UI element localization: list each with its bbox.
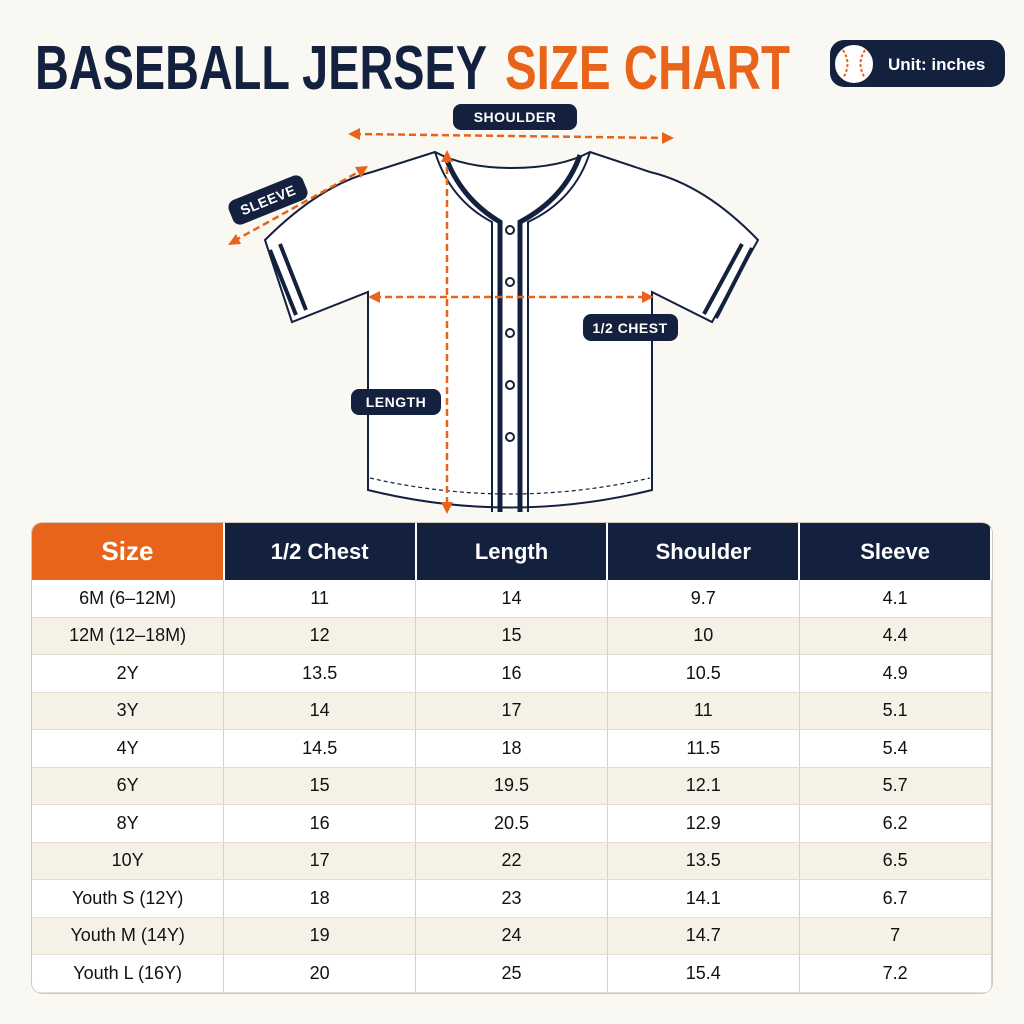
value-cell: 15.4	[607, 954, 800, 993]
value-cell: 5.1	[799, 692, 992, 730]
column-header: Sleeve	[799, 523, 992, 580]
length-pill	[351, 389, 441, 415]
column-header: Size	[32, 523, 225, 580]
table-row: 6Y 15 19.5 12.1 5.7	[32, 767, 992, 805]
title-main: BASEBALL JERSEY	[35, 34, 487, 103]
size-cell: 3Y	[32, 692, 225, 730]
value-cell: 15	[415, 617, 608, 655]
size-cell: Youth M (14Y)	[32, 917, 225, 955]
value-cell: 16	[223, 804, 417, 843]
arrow-heads	[228, 128, 674, 514]
value-cell: 17	[223, 842, 417, 880]
value-cell: 7	[799, 917, 992, 955]
value-cell: 6.2	[799, 804, 992, 843]
size-cell: 4Y	[32, 729, 225, 768]
value-cell: 20	[223, 954, 417, 993]
value-cell: 19	[223, 917, 417, 955]
jersey	[263, 150, 760, 512]
size-table: Size 1/2 Chest Length Shoulder Sleeve 6M (6–…	[32, 523, 992, 993]
header-and-diagram: BASEBALL JERSEY SIZE CHART Unit: inches …	[35, 34, 1005, 514]
value-cell: 12.1	[607, 767, 800, 805]
value-cell: 24	[415, 917, 608, 955]
chest-label: 1/2 CHEST	[592, 320, 667, 336]
value-cell: 4.9	[799, 654, 992, 693]
unit-label: Unit: inches	[888, 55, 985, 74]
column-header: Length	[415, 523, 609, 580]
column-header: 1/2 Chest	[223, 523, 417, 580]
value-cell: 25	[415, 954, 608, 993]
shoulder-label: SHOULDER	[474, 109, 557, 125]
sleeve-pill	[228, 175, 308, 225]
value-cell: 20.5	[415, 804, 608, 843]
table-row: 12M (12–18M) 12 15 10 4.4	[32, 617, 992, 655]
value-cell: 11	[223, 580, 417, 618]
unit-badge	[830, 40, 1005, 87]
value-cell: 5.7	[799, 767, 992, 805]
value-cell: 23	[415, 879, 608, 918]
value-cell: 15	[223, 767, 417, 805]
table-row: Youth L (16Y) 20 25 15.4 7.2	[32, 954, 992, 993]
measure-arrows	[233, 132, 669, 508]
table-row: Youth S (12Y) 18 23 14.1 6.7	[32, 879, 992, 918]
value-cell: 14.7	[607, 917, 800, 955]
length-label: LENGTH	[366, 394, 427, 410]
value-cell: 14.5	[223, 729, 417, 768]
header-row: Size 1/2 Chest Length Shoulder Sleeve	[32, 523, 992, 580]
value-cell: 18	[223, 879, 417, 918]
shoulder-pill	[453, 104, 577, 130]
value-cell: 4.1	[799, 580, 992, 618]
title-accent: SIZE CHART	[505, 34, 790, 103]
size-cell: 8Y	[32, 804, 225, 843]
table-row: 10Y 17 22 13.5 6.5	[32, 842, 992, 880]
value-cell: 19.5	[415, 767, 608, 805]
value-cell: 6.7	[799, 879, 992, 918]
table-row: 3Y 14 17 11 5.1	[32, 692, 992, 730]
value-cell: 14	[223, 692, 417, 730]
value-cell: 10	[607, 617, 800, 655]
table-row: 8Y 16 20.5 12.9 6.2	[32, 804, 992, 843]
size-cell: Youth L (16Y)	[32, 954, 225, 993]
value-cell: 16	[415, 654, 608, 693]
value-cell: 12	[223, 617, 417, 655]
value-cell: 22	[415, 842, 608, 880]
value-cell: 7.2	[799, 954, 992, 993]
column-header: Shoulder	[607, 523, 801, 580]
table-row: 6M (6–12M) 11 14 9.7 4.1	[32, 580, 992, 618]
value-cell: 5.4	[799, 729, 992, 768]
size-cell: Youth S (12Y)	[32, 879, 225, 918]
value-cell: 11.5	[607, 729, 800, 768]
value-cell: 14.1	[607, 879, 800, 918]
table-row: 2Y 13.5 16 10.5 4.9	[32, 654, 992, 693]
value-cell: 9.7	[607, 580, 800, 618]
table-row: Youth M (14Y) 19 24 14.7 7	[32, 917, 992, 955]
chest-pill	[583, 314, 678, 341]
baseball-icon	[833, 43, 875, 85]
value-cell: 12.9	[607, 804, 800, 843]
value-cell: 4.4	[799, 617, 992, 655]
baseball-stitches	[842, 49, 866, 79]
size-cell: 12M (12–18M)	[32, 617, 225, 655]
size-cell: 10Y	[32, 842, 225, 880]
value-cell: 11	[607, 692, 800, 730]
table-row: 4Y 14.5 18 11.5 5.4	[32, 729, 992, 768]
value-cell: 14	[415, 580, 608, 618]
value-cell: 17	[415, 692, 608, 730]
value-cell: 18	[415, 729, 608, 768]
value-cell: 13.5	[223, 654, 417, 693]
value-cell: 6.5	[799, 842, 992, 880]
size-cell: 6M (6–12M)	[32, 580, 225, 618]
value-cell: 10.5	[607, 654, 800, 693]
value-cell: 13.5	[607, 842, 800, 880]
size-cell: 6Y	[32, 767, 225, 805]
size-cell: 2Y	[32, 654, 225, 693]
